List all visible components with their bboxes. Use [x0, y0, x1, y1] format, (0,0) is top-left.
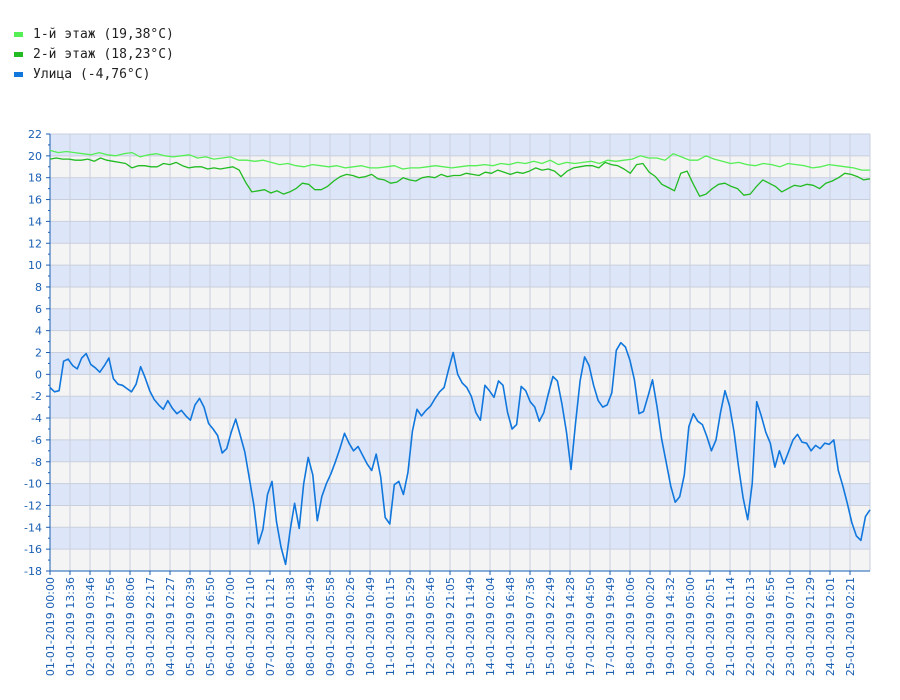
x-tick-label: 21-01-2019 11:14	[724, 577, 737, 676]
legend-label-floor1: 1-й этаж (19,38°C)	[33, 26, 174, 42]
grid-band	[50, 461, 870, 484]
x-tick-label: 15-01-2019 07:36	[524, 577, 537, 676]
x-tick-label: 18-01-2019 10:06	[624, 577, 637, 676]
series-line-1	[49, 157, 871, 197]
legend-label-street: Улица (-4,76°C)	[33, 66, 151, 82]
grid-band	[50, 439, 870, 462]
x-tick-label: 08-01-2019 15:49	[304, 577, 317, 676]
x-tick-label: 22-01-2019 16:56	[764, 577, 777, 676]
grid-band	[50, 374, 870, 397]
y-tick-label: 4	[35, 325, 42, 338]
x-tick-label: 22-01-2019 02:13	[744, 577, 757, 676]
y-tick-label: 0	[35, 368, 42, 381]
x-tick-label: 19-01-2019 14:32	[664, 577, 677, 676]
grid-band	[50, 330, 870, 353]
legend-item-street: Улица (-4,76°C)	[14, 64, 174, 84]
x-tick-label: 09-01-2019 20:26	[344, 577, 357, 676]
x-tick-label: 06-01-2019 21:10	[244, 577, 257, 676]
y-tick-label: -4	[31, 412, 42, 425]
x-tick-label: 02-01-2019 03:46	[84, 577, 97, 676]
grid-band	[50, 396, 870, 419]
x-tick-label: 17-01-2019 19:49	[604, 577, 617, 676]
x-tick-label: 23-01-2019 21:29	[804, 577, 817, 676]
x-tick-label: 07-01-2019 11:21	[264, 577, 277, 676]
legend: 1-й этаж (19,38°C) 2-й этаж (18,23°C) Ул…	[14, 24, 174, 84]
x-tick-label: 09-01-2019 05:58	[324, 577, 337, 676]
grid-band	[50, 243, 870, 266]
y-tick-label: 20	[28, 150, 42, 163]
y-tick-label: 22	[28, 128, 42, 141]
legend-item-floor1: 1-й этаж (19,38°C)	[14, 24, 174, 44]
y-tick-label: -18	[24, 565, 42, 578]
legend-label-floor2: 2-й этаж (18,23°C)	[33, 46, 174, 62]
grid-band	[50, 134, 870, 156]
x-tick-label: 17-01-2019 04:50	[584, 577, 597, 676]
x-tick-label: 24-01-2019 12:01	[824, 577, 837, 676]
y-tick-label: -12	[24, 499, 42, 512]
legend-swatch-floor2	[14, 51, 23, 57]
x-tick-label: 15-01-2019 22:49	[544, 577, 557, 676]
x-tick-label: 02-01-2019 17:56	[104, 577, 117, 676]
y-tick-label: -2	[31, 390, 42, 403]
y-tick-label: -10	[24, 478, 42, 491]
x-tick-label: 16-01-2019 14:28	[564, 577, 577, 676]
x-tick-label: 23-01-2019 07:10	[784, 577, 797, 676]
legend-item-floor2: 2-й этаж (18,23°C)	[14, 44, 174, 64]
x-tick-label: 11-01-2019 01:15	[384, 577, 397, 676]
x-tick-label: 03-01-2019 08:06	[124, 577, 137, 676]
y-tick-label: 16	[28, 194, 42, 207]
grid-band	[50, 265, 870, 287]
y-tick-label: -8	[31, 456, 42, 469]
x-tick-label: 14-01-2019 16:48	[504, 577, 517, 676]
x-tick-label: 25-01-2019 02:21	[844, 577, 857, 676]
x-tick-label: 12-01-2019 21:05	[444, 577, 457, 676]
x-tick-label: 20-01-2019 05:00	[684, 577, 697, 676]
y-tick-label: -16	[24, 543, 42, 556]
x-tick-label: 01-01-2019 00:00	[44, 577, 57, 676]
x-tick-label: 03-01-2019 22:17	[144, 577, 157, 676]
x-tick-label: 13-01-2019 11:49	[464, 577, 477, 676]
series-line-2	[49, 341, 871, 566]
grid-band	[50, 418, 870, 440]
grid-band	[50, 352, 870, 375]
grid-band	[50, 221, 870, 244]
series-line-0	[49, 149, 870, 171]
x-tick-label: 04-01-2019 12:27	[164, 577, 177, 676]
x-tick-label: 06-01-2019 07:00	[224, 577, 237, 676]
legend-swatch-street	[14, 71, 23, 77]
y-tick-label: 18	[28, 172, 42, 185]
y-tick-label: -6	[31, 434, 42, 447]
grid-band	[50, 286, 870, 309]
grid-band	[50, 199, 870, 222]
x-tick-label: 19-01-2019 00:20	[644, 577, 657, 676]
y-tick-label: -14	[24, 521, 42, 534]
x-tick-label: 01-01-2019 13:36	[64, 577, 77, 676]
y-tick-label: 8	[35, 281, 42, 294]
x-tick-label: 05-01-2019 02:39	[184, 577, 197, 676]
x-tick-label: 14-01-2019 02:04	[484, 577, 497, 676]
y-tick-label: 12	[28, 237, 42, 250]
grid-band	[50, 177, 870, 200]
grid-band	[50, 483, 870, 506]
y-tick-label: 6	[35, 303, 42, 316]
x-tick-label: 08-01-2019 01:38	[284, 577, 297, 676]
grid-band	[50, 308, 870, 331]
x-tick-label: 20-01-2019 20:51	[704, 577, 717, 676]
x-tick-label: 10-01-2019 10:49	[364, 577, 377, 676]
y-tick-label: 10	[28, 259, 42, 272]
x-tick-label: 11-01-2019 15:29	[404, 577, 417, 676]
y-tick-label: 2	[35, 347, 42, 360]
x-tick-label: 05-01-2019 16:50	[204, 577, 217, 676]
grid-band	[50, 549, 870, 571]
x-tick-label: 12-01-2019 05:46	[424, 577, 437, 676]
grid-band	[50, 527, 870, 550]
y-tick-label: 14	[28, 215, 42, 228]
legend-swatch-floor1	[14, 31, 23, 37]
